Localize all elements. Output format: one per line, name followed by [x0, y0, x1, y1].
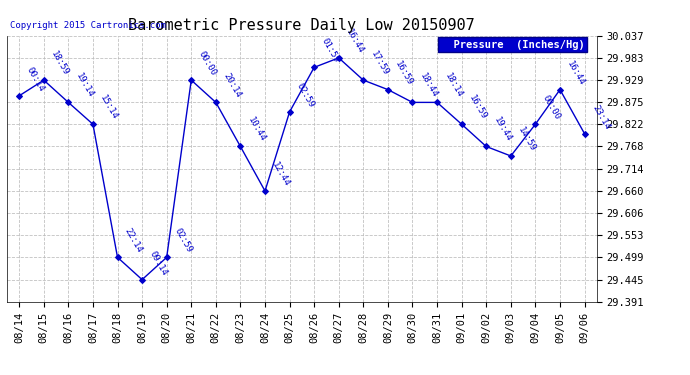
Point — [481, 144, 492, 150]
Point — [137, 277, 148, 283]
Point — [259, 188, 270, 194]
Point — [284, 109, 295, 115]
Text: 12:44: 12:44 — [270, 160, 292, 188]
Point — [308, 64, 319, 70]
Point — [358, 77, 369, 83]
Text: 00:00: 00:00 — [197, 50, 218, 77]
Text: 16:59: 16:59 — [393, 59, 415, 87]
Point — [186, 77, 197, 83]
Point — [88, 121, 99, 127]
Text: 22:14: 22:14 — [123, 227, 144, 255]
Text: 16:44: 16:44 — [344, 27, 366, 55]
Point — [235, 144, 246, 150]
Text: 20:14: 20:14 — [221, 72, 243, 100]
Point — [579, 131, 590, 137]
Point — [382, 87, 393, 93]
Point — [210, 99, 221, 105]
Text: 18:14: 18:14 — [442, 72, 464, 100]
Point — [38, 77, 49, 83]
Point — [530, 121, 541, 127]
Text: 16:59: 16:59 — [467, 94, 489, 122]
Text: 00:14: 00:14 — [25, 65, 46, 93]
Text: Copyright 2015 Cartronics.com: Copyright 2015 Cartronics.com — [10, 21, 166, 30]
Point — [333, 55, 344, 61]
Text: 10:44: 10:44 — [246, 116, 267, 144]
Text: 00:00: 00:00 — [541, 94, 562, 122]
Text: 18:44: 18:44 — [418, 72, 440, 100]
Text: 02:59: 02:59 — [172, 227, 193, 255]
Point — [161, 254, 172, 260]
Point — [112, 254, 123, 260]
Text: 01:59: 01:59 — [319, 37, 341, 64]
Text: 16:44: 16:44 — [566, 59, 586, 87]
Text: 17:59: 17:59 — [369, 50, 390, 77]
Text: 23:14: 23:14 — [590, 103, 611, 131]
Text: 09:14: 09:14 — [148, 249, 169, 277]
Text: 15:14: 15:14 — [99, 94, 120, 122]
Text: Pressure  (Inches/Hg): Pressure (Inches/Hg) — [440, 40, 584, 50]
Point — [555, 87, 566, 93]
Text: 14:59: 14:59 — [516, 125, 538, 153]
Point — [63, 99, 74, 105]
Text: 02:59: 02:59 — [295, 81, 317, 109]
Text: 19:44: 19:44 — [492, 116, 513, 144]
Point — [407, 99, 418, 105]
Point — [14, 93, 25, 99]
Text: 19:14: 19:14 — [74, 72, 95, 100]
Point — [505, 153, 516, 159]
Text: 18:59: 18:59 — [49, 50, 70, 77]
Point — [456, 121, 467, 127]
Point — [431, 99, 442, 105]
Title: Barometric Pressure Daily Low 20150907: Barometric Pressure Daily Low 20150907 — [128, 18, 475, 33]
